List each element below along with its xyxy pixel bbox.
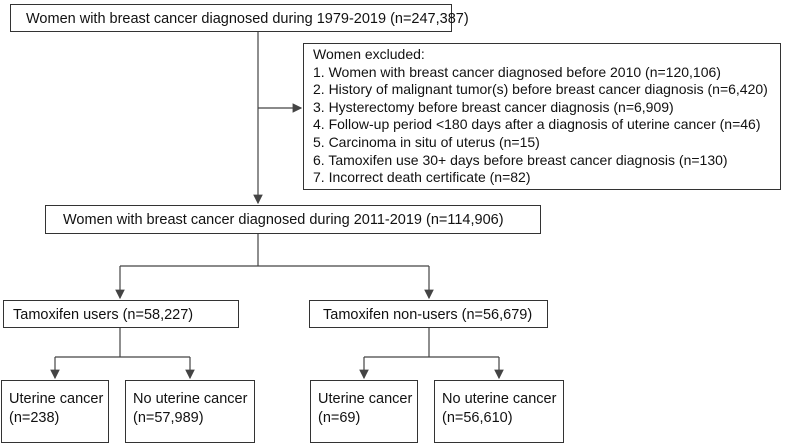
users-uterine-cancer-count: (n=238)	[9, 409, 60, 426]
exclusion-item: 2. History of malignant tumor(s) before …	[313, 81, 768, 98]
study-cohort-text: Women with breast cancer diagnosed durin…	[63, 212, 504, 228]
tamoxifen-users-box: Tamoxifen users (n=58,227)	[3, 300, 239, 328]
study-cohort-box: Women with breast cancer diagnosed durin…	[45, 205, 541, 234]
tamoxifen-users-text: Tamoxifen users (n=58,227)	[13, 307, 194, 323]
tamoxifen-non-users-text: Tamoxifen non-users (n=56,679)	[323, 307, 533, 323]
exclusion-item: 7. Incorrect death certificate (n=82)	[313, 169, 531, 186]
non-users-uterine-cancer-count: (n=69)	[318, 409, 361, 426]
initial-cohort-box: Women with breast cancer diagnosed durin…	[10, 4, 469, 32]
exclusion-item: 5. Carcinoma in situ of uterus (n=15)	[313, 133, 540, 150]
non-users-no-uterine-cancer-count: (n=56,610)	[442, 409, 513, 426]
users-no-uterine-cancer-box: No uterine cancer (n=57,989)	[125, 380, 255, 443]
non-users-no-uterine-cancer-label: No uterine cancer	[442, 391, 557, 407]
users-uterine-cancer-label: Uterine cancer	[9, 391, 104, 407]
non-users-uterine-cancer-box: Uterine cancer (n=69)	[310, 380, 418, 443]
exclusion-item: 4. Follow-up period <180 days after a di…	[313, 116, 761, 133]
exclusion-heading: Women excluded:	[313, 46, 425, 62]
initial-cohort-text: Women with breast cancer diagnosed durin…	[26, 11, 469, 27]
users-uterine-cancer-box: Uterine cancer (n=238)	[1, 380, 109, 443]
exclusion-box: Women excluded: 1. Women with breast can…	[303, 43, 781, 190]
exclusion-item: 6. Tamoxifen use 30+ days before breast …	[313, 151, 728, 168]
non-users-no-uterine-cancer-box: No uterine cancer (n=56,610)	[434, 380, 564, 443]
tamoxifen-non-users-box: Tamoxifen non-users (n=56,679)	[309, 300, 548, 328]
exclusion-item: 1. Women with breast cancer diagnosed be…	[313, 63, 721, 80]
exclusion-item: 3. Hysterectomy before breast cancer dia…	[313, 98, 674, 115]
users-no-uterine-cancer-count: (n=57,989)	[133, 409, 204, 426]
non-users-uterine-cancer-label: Uterine cancer	[318, 391, 413, 407]
users-no-uterine-cancer-label: No uterine cancer	[133, 391, 248, 407]
